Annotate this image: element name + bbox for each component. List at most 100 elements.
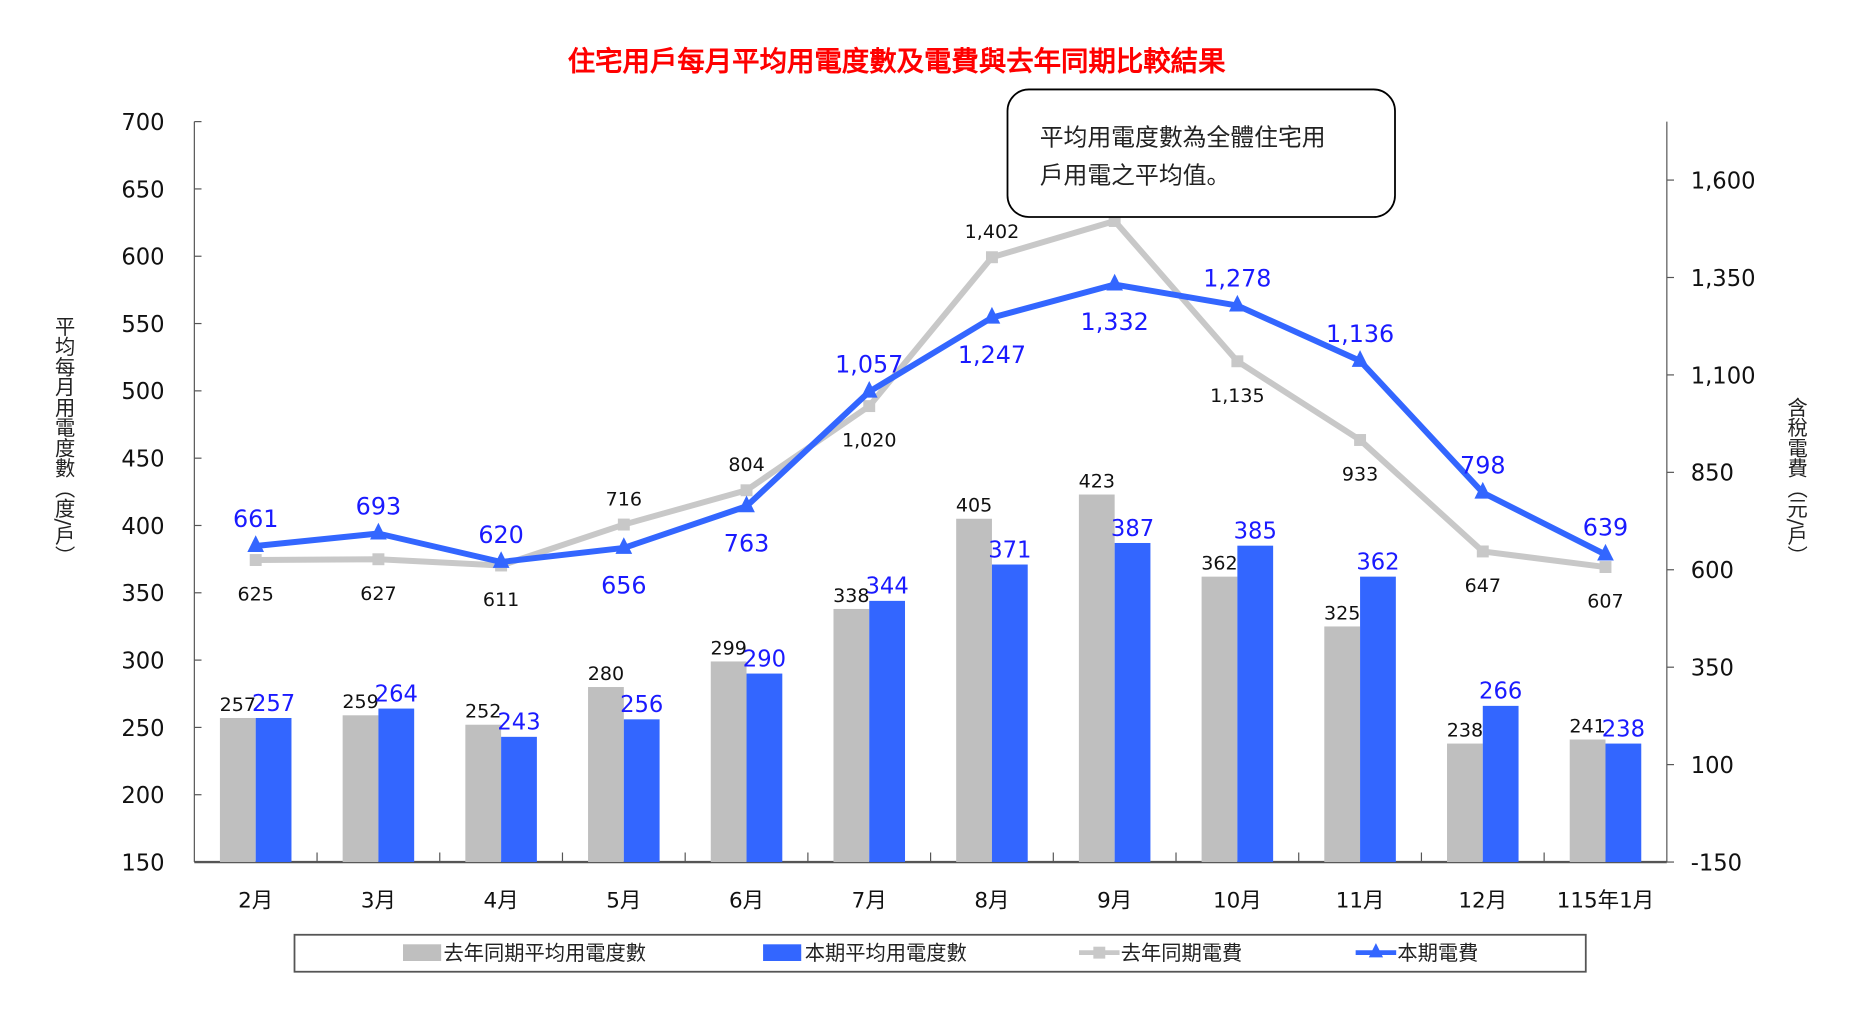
line-label-last-year: 933 — [1342, 464, 1378, 486]
bar-this-year-kwh — [501, 736, 537, 863]
bar-this-year-kwh — [869, 600, 906, 863]
bar-last-year-kwh — [1447, 743, 1483, 863]
bar-last-year-kwh — [465, 724, 502, 863]
y2-tick-label: 350 — [1691, 656, 1734, 682]
y-tick-label: 500 — [121, 379, 164, 405]
bar-label-this-year: 371 — [988, 537, 1031, 563]
bar-last-year-kwh — [1078, 494, 1115, 863]
y2-tick-label: 100 — [1691, 753, 1734, 779]
bar-this-year-kwh — [255, 717, 292, 863]
legend-label: 本期電費 — [1397, 941, 1478, 965]
bar-label-last-year: 325 — [1324, 602, 1360, 624]
marker-triangle — [492, 551, 510, 568]
bar-label-last-year: 362 — [1201, 552, 1237, 574]
bar-label-last-year: 238 — [1447, 719, 1483, 741]
bar-this-year-kwh — [1482, 705, 1519, 863]
marker-triangle — [1597, 543, 1614, 561]
marker-triangle — [1474, 481, 1492, 499]
annotation-callout: 平均用電度數為全體住宅用 戶用電之平均值。 — [1006, 88, 1396, 218]
y-tick-label: 200 — [121, 783, 164, 809]
bar-last-year-kwh — [1324, 626, 1361, 863]
marker-square — [985, 251, 998, 264]
y-tick-label: 700 — [121, 110, 164, 136]
marker-square — [1354, 434, 1367, 446]
marker-triangle — [860, 380, 878, 398]
bar-this-year-kwh — [746, 673, 783, 863]
bar-last-year-kwh — [1201, 576, 1238, 863]
x-tick-label: 2月 — [238, 888, 273, 913]
y2-tick-label: -150 — [1691, 850, 1742, 876]
legend-label: 去年同期平均用電度數 — [444, 941, 647, 965]
marker-triangle — [738, 495, 755, 513]
y-tick-label: 550 — [121, 312, 164, 338]
bar-this-year-kwh — [1237, 545, 1274, 863]
bar-label-last-year: 405 — [956, 495, 992, 517]
legend: 去年同期平均用電度數 本期平均用電度數 去年同期電費 本期電費 — [293, 933, 1587, 973]
y-tick-label: 150 — [121, 850, 164, 876]
line-label-this-year: 798 — [1460, 452, 1505, 480]
bar-label-last-year: 338 — [833, 585, 869, 607]
line-label-last-year: 804 — [728, 454, 764, 476]
line-label-this-year: 1,136 — [1326, 320, 1394, 348]
line-label-last-year: 627 — [360, 583, 396, 605]
bar-last-year-kwh — [342, 715, 379, 863]
bar-last-year-kwh — [588, 687, 624, 863]
line-label-this-year: 1,278 — [1203, 264, 1271, 292]
bar-label-last-year: 423 — [1079, 470, 1115, 492]
x-tick-label: 8月 — [974, 888, 1009, 913]
y-tick-label: 400 — [121, 514, 164, 540]
line-label-this-year: 763 — [724, 530, 769, 558]
y2-tick-label: 1,600 — [1691, 168, 1756, 194]
bar-label-last-year: 299 — [710, 637, 746, 659]
bar-label-this-year: 344 — [866, 574, 909, 600]
axes: 150 200 250 300 350 400 450 500 550 600 650 700 -150… — [121, 110, 1755, 913]
bar-label-this-year: 257 — [252, 691, 295, 717]
y-tick-label: 650 — [121, 177, 164, 203]
bar-label-last-year: 280 — [588, 663, 624, 685]
y-tick-label: 600 — [121, 245, 164, 271]
bar-last-year-kwh — [219, 717, 256, 863]
marker-square — [1599, 561, 1612, 573]
bar-this-year-kwh — [1360, 576, 1396, 863]
bar-last-year-kwh — [956, 518, 992, 863]
bar-label-last-year: 252 — [465, 701, 501, 723]
bar-label-this-year: 290 — [743, 646, 786, 672]
x-tick-label: 9月 — [1097, 888, 1132, 913]
lines — [247, 215, 1614, 573]
x-tick-label: 12月 — [1458, 888, 1507, 913]
line-label-this-year: 1,332 — [1081, 308, 1149, 336]
y-axis-title: 平均每月用電度數（度/戶） — [51, 316, 75, 566]
line-label-last-year: 1,402 — [965, 221, 1020, 243]
marker-square — [863, 400, 876, 413]
marker-triangle — [983, 306, 1001, 324]
line-label-last-year: 607 — [1587, 591, 1623, 613]
bar-this-year-kwh — [623, 719, 660, 863]
y2-tick-label: 1,100 — [1691, 363, 1756, 389]
legend-marker-square — [1093, 946, 1106, 959]
bar-this-year-kwh — [1605, 743, 1642, 863]
x-tick-label: 10月 — [1213, 888, 1262, 913]
chart-title: 住宅用戶每月平均用電度數及電費與去年同期比較結果 — [568, 45, 1226, 77]
y-tick-label: 300 — [121, 648, 164, 674]
marker-triangle — [1229, 294, 1246, 312]
legend-marker-triangle — [1368, 943, 1384, 958]
line-label-last-year: 1,020 — [842, 430, 897, 452]
line-label-this-year: 620 — [478, 521, 523, 549]
legend-label: 去年同期電費 — [1121, 941, 1243, 965]
legend-swatch — [403, 944, 442, 961]
bar-label-this-year: 256 — [620, 692, 663, 718]
bar-last-year-kwh — [1569, 739, 1606, 863]
bar-label-this-year: 266 — [1479, 679, 1522, 705]
marker-square — [617, 518, 630, 531]
marker-square — [1476, 545, 1489, 558]
bar-label-this-year: 243 — [497, 710, 540, 736]
y-tick-label: 350 — [121, 581, 164, 607]
bar-label-this-year: 238 — [1602, 716, 1645, 742]
marker-square — [372, 553, 385, 566]
marker-square — [1231, 355, 1244, 368]
marker-square — [740, 484, 753, 497]
marker-square — [249, 554, 262, 566]
marker-triangle — [615, 537, 633, 554]
line-label-last-year: 611 — [483, 589, 519, 611]
